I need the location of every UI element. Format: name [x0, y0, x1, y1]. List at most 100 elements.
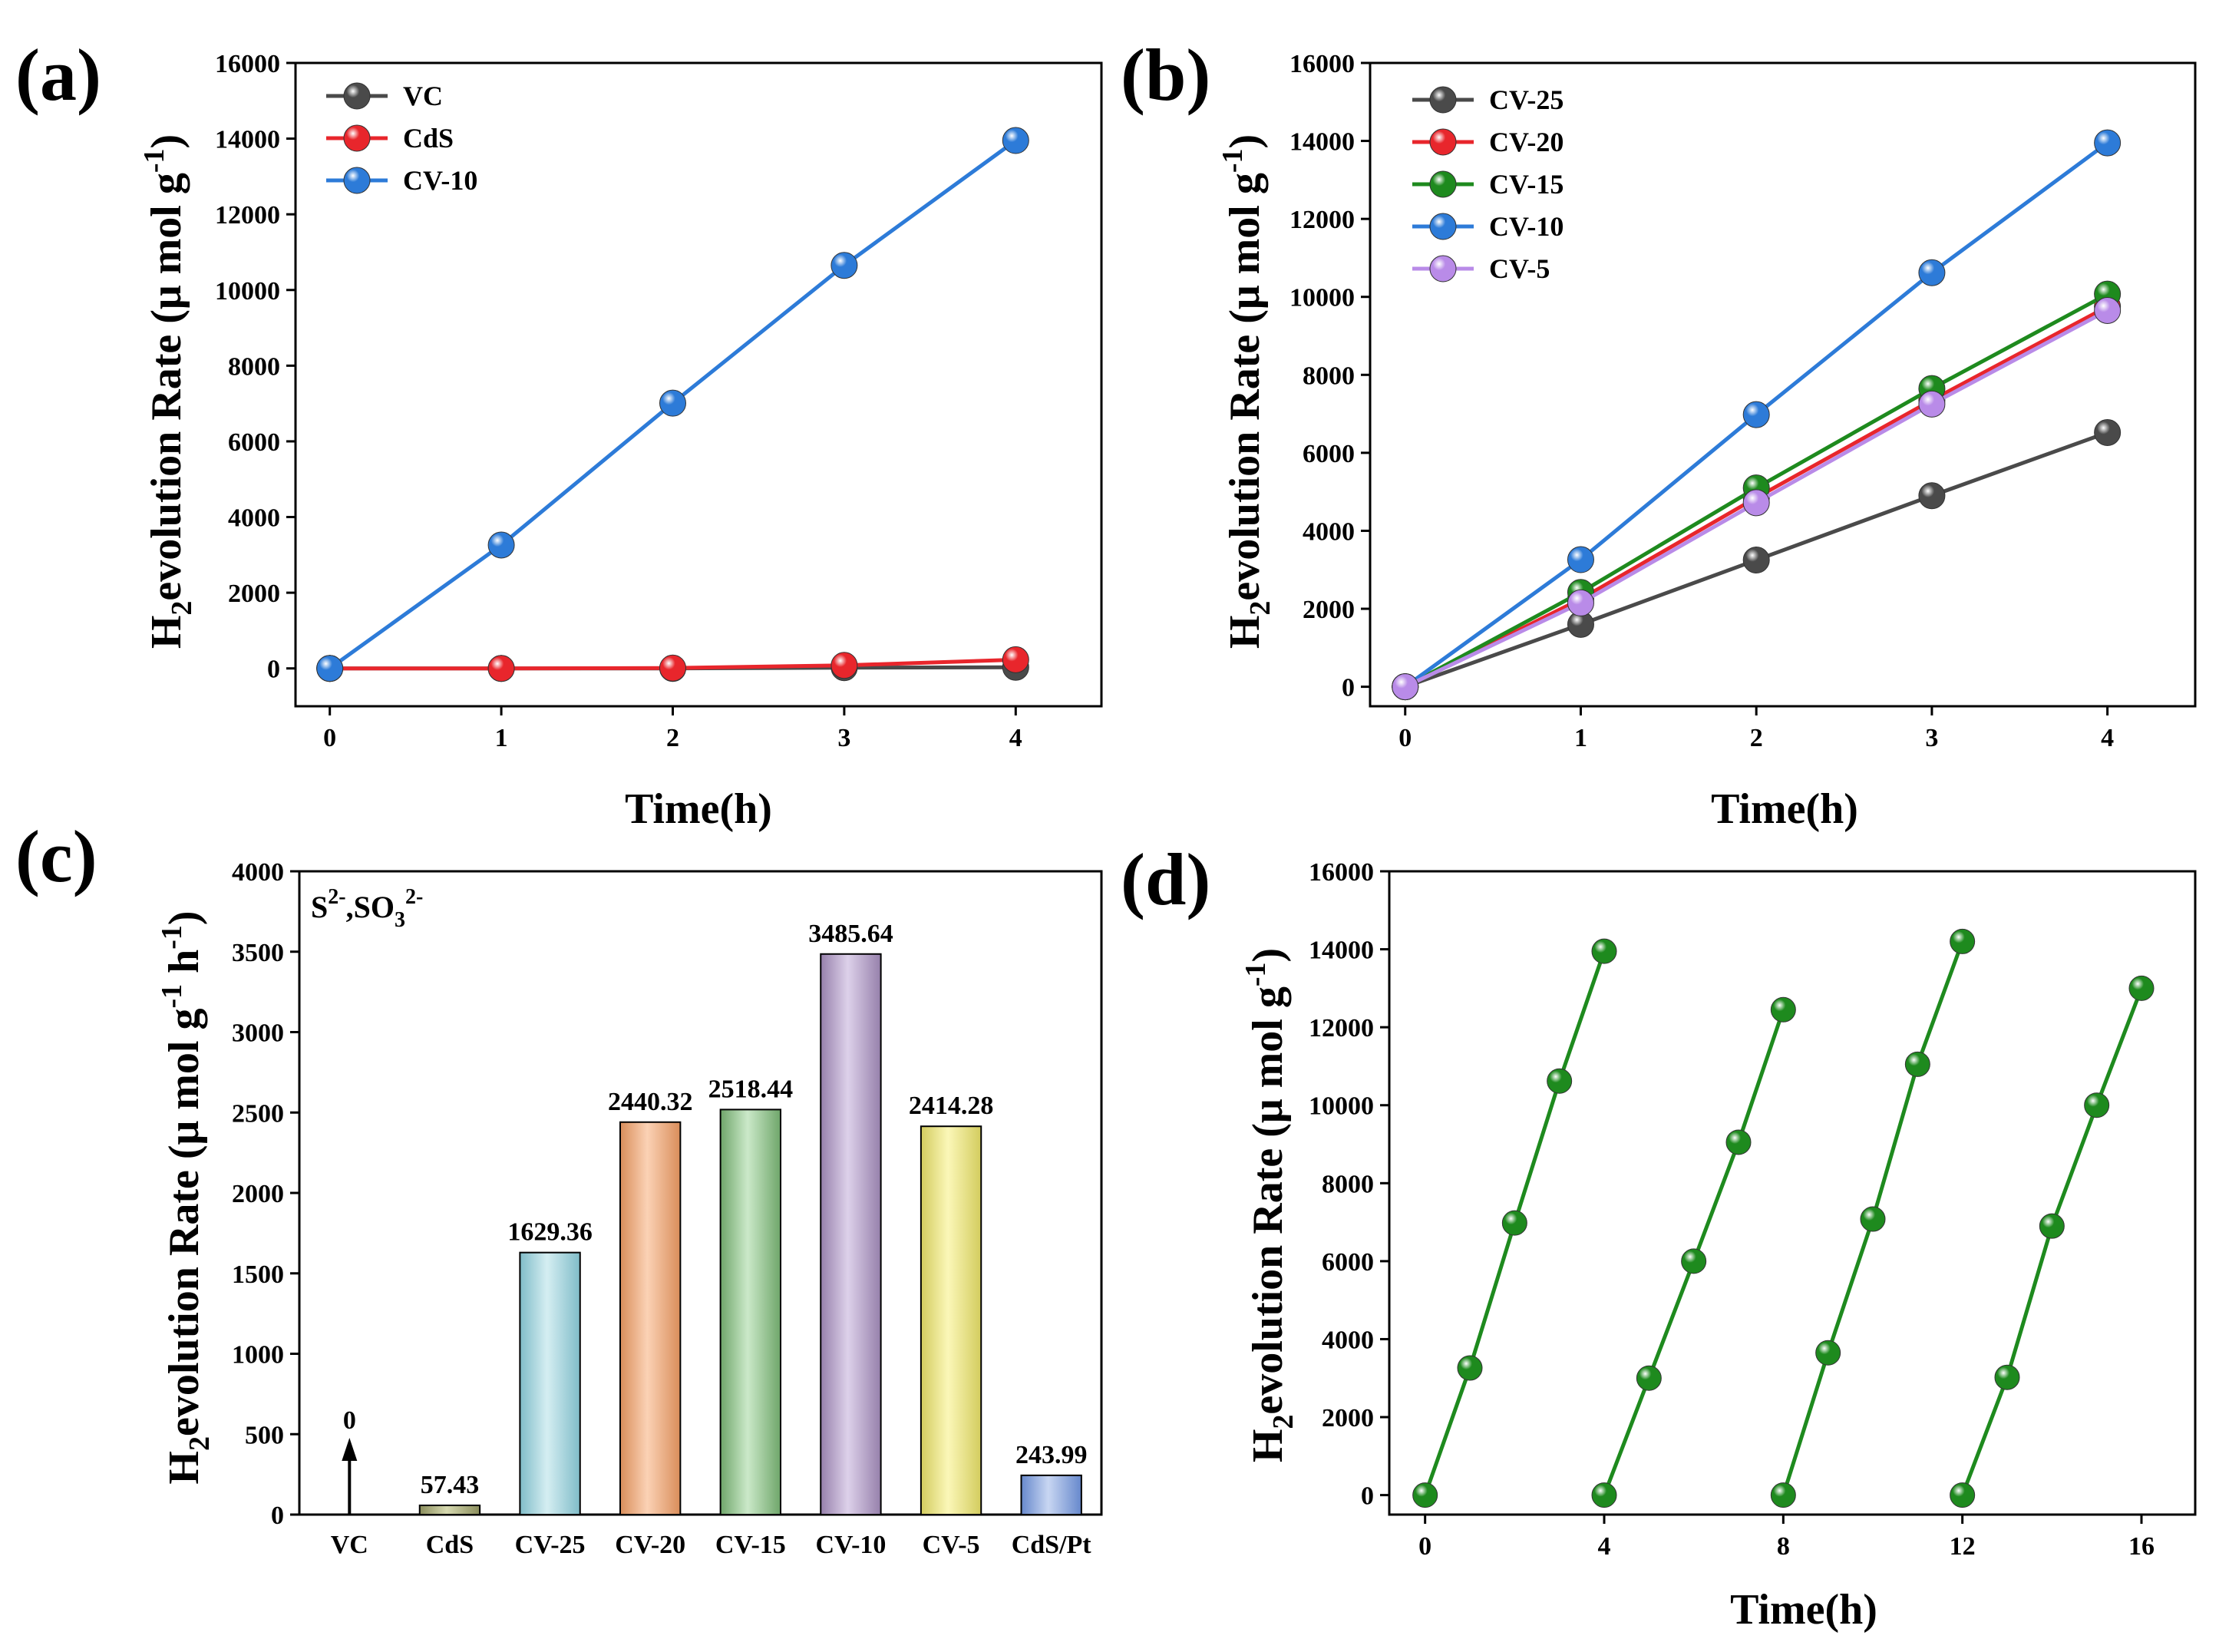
- panel-c-annot-sub: 3: [395, 908, 405, 932]
- panel-c-annot-sup: 2-: [328, 885, 345, 909]
- panel-d-xtick-label: 12: [1950, 1532, 1976, 1561]
- panel-d-ytick-label: 0: [1361, 1482, 1374, 1511]
- panel-c-category-label: CdS: [426, 1531, 474, 1559]
- panel-a-ylabel-close: ): [143, 134, 190, 149]
- panel-a-legend-marker: [343, 82, 371, 110]
- panel-a-CV-10-point: [830, 252, 858, 279]
- panel-a-legend-label: CV-10: [403, 165, 477, 196]
- panel-b-legend-label: CV-25: [1489, 84, 1564, 115]
- panel-a-ytick-label: 0: [267, 656, 280, 684]
- panel-c-ylabel-main: evolution Rate (μ mol g: [160, 1009, 208, 1436]
- panel-b-legend-label: CV-10: [1489, 211, 1564, 242]
- panel-c-plot: 0 500 1000 1500 2000 2500 3000 3500 4000 0 VC 57.43…: [232, 858, 1103, 1559]
- panel-b-CV-5-point: [1918, 390, 1946, 418]
- panel-b-ytick-label: 8000: [1303, 362, 1355, 390]
- panel-a-ylabel-sup: -1: [138, 148, 170, 173]
- panel-c-data-label: 0: [343, 1406, 356, 1435]
- panel-d-cycle-2-point: [1725, 1129, 1752, 1155]
- panel-d-cycle-3-point: [1770, 1482, 1796, 1508]
- panel-d-cycle-3-point: [1950, 928, 1976, 954]
- panel-b-ylabel-main: evolution Rate (μ mol g: [1221, 173, 1269, 600]
- panel-c-category-label: CV-10: [815, 1531, 886, 1559]
- panel-b-xtick-label: 4: [2101, 724, 2114, 752]
- panel-d-ytick-label: 6000: [1322, 1248, 1374, 1277]
- panel-d-ylabel: H2evolution Rate (μ mol g-1): [1240, 948, 1299, 1462]
- panel-c-ytick-label: 1500: [232, 1260, 284, 1289]
- panel-c-category-label: CV-15: [715, 1531, 786, 1559]
- panel-a-xlabel: Time(h): [625, 785, 772, 833]
- panel-d-ylabel-main: evolution Rate (μ mol g: [1244, 986, 1292, 1414]
- panel-b-ytick-label: 6000: [1303, 440, 1355, 468]
- panel-a-ylabel-h: H: [143, 616, 190, 649]
- panel-c-ytick-label: 4000: [232, 858, 284, 887]
- panel-b-legend-marker: [1429, 128, 1457, 156]
- panel-d-frame: [1388, 870, 2197, 1516]
- panel-d-cycle-3-point: [1904, 1051, 1930, 1077]
- panel-d-cycle-4-line: [1960, 987, 2144, 1496]
- panel-c-annot-main: S: [311, 890, 328, 924]
- panel-d-cycle-4-point: [2084, 1092, 2110, 1118]
- panel-c-data-label: 2414.28: [909, 1092, 994, 1120]
- panel-d-ytick-label: 4000: [1322, 1326, 1374, 1354]
- panel-a-ylabel-sub: 2: [166, 601, 198, 616]
- panel-c-category-label: CdS/Pt: [1012, 1531, 1092, 1559]
- panel-b-legend-label: CV-5: [1489, 253, 1550, 284]
- panel-c-bar-CdS/Pt: [1020, 1474, 1082, 1516]
- panel-d-cycle-2-point: [1681, 1248, 1707, 1274]
- panel-c-ylabel-h: H: [160, 1451, 208, 1485]
- panel-c-ylabel-mid: h: [160, 950, 208, 984]
- panel-b: (b) 0 2000 4000 6000 8000 10000 12000 14000 1600…: [1121, 34, 2197, 833]
- panel-b-CV-10-point: [1567, 546, 1594, 573]
- panel-a-ytick-label: 10000: [215, 277, 280, 306]
- panel-d-cycle-4-point: [1950, 1482, 1976, 1508]
- panel-b-CV-5-point: [2094, 297, 2122, 325]
- panel-b-CV-25-point: [1918, 482, 1946, 510]
- panel-a-CV-10-point: [487, 531, 515, 559]
- panel-b-legend-marker: [1429, 255, 1457, 282]
- panel-d: (d) 020004000600080001000012000140001600…: [1121, 838, 2197, 1634]
- panel-d-xtick-label: 0: [1418, 1532, 1431, 1561]
- panel-c: (c) 0 500 1000 1500 2000 2500 3000 3500 4000 0 VC 5…: [15, 815, 1103, 1559]
- panel-a-xtick-label: 3: [837, 724, 850, 752]
- panel-b-ylabel-sub: 2: [1244, 601, 1276, 616]
- panel-c-bar-CdS: [418, 1504, 481, 1515]
- panel-a-ytick-label: 16000: [215, 50, 280, 78]
- panel-a-ytick-label: 8000: [228, 352, 280, 381]
- panel-c-category-label: CV-25: [515, 1531, 586, 1559]
- panel-a-ylabel-main: evolution Rate (μ mol g: [143, 173, 190, 600]
- panel-a-CV-10-point: [316, 655, 344, 682]
- panel-a-ylabel: H2evolution Rate (μ mol g-1): [138, 134, 198, 649]
- panel-d-ylabel-sup: -1: [1240, 962, 1272, 986]
- panel-b-ytick-label: 10000: [1289, 284, 1355, 312]
- panel-d-cycle-2-point: [1636, 1365, 1662, 1391]
- panel-a-ytick-label: 4000: [228, 504, 280, 533]
- panel-c-bar-CV-5: [920, 1125, 982, 1516]
- panel-c-annot-sup2: 2-: [405, 885, 423, 909]
- panel-a-CdS-point: [1002, 646, 1029, 673]
- panel-a-ytick-label: 12000: [215, 201, 280, 230]
- panel-b-xtick-label: 3: [1925, 724, 1938, 752]
- panel-a-legend-marker: [343, 124, 371, 152]
- panel-b-ylabel: H2evolution Rate (μ mol g-1): [1217, 134, 1276, 649]
- panel-c-category-label: CV-20: [615, 1531, 685, 1559]
- panel-b-label: (b): [1121, 34, 1210, 116]
- panel-c-annotation: S2-,SO32-: [311, 885, 423, 932]
- panel-a-CV-10-point: [1002, 127, 1029, 154]
- panel-a-ytick-label: 2000: [228, 580, 280, 608]
- panel-c-data-label: 3485.64: [808, 920, 893, 948]
- panel-c-bar-CV-15: [719, 1108, 781, 1515]
- panel-b-frame: [1369, 61, 2197, 708]
- panel-d-xlabel: Time(h): [1730, 1586, 1877, 1634]
- panel-a-CdS-point: [487, 655, 515, 682]
- panel-c-bar-CV-25: [519, 1251, 581, 1515]
- panel-b-ylabel-h: H: [1221, 616, 1269, 649]
- panel-d-cycle-4-point: [1994, 1364, 2020, 1390]
- panel-d-ylabel-close: ): [1244, 948, 1292, 963]
- panel-b-xtick-label: 1: [1574, 724, 1587, 752]
- panel-c-ylabel-close: ): [160, 910, 208, 925]
- panel-d-cycle-1-point: [1501, 1210, 1527, 1236]
- panel-a-legend-label: CdS: [403, 123, 454, 154]
- panel-b-ylabel-close: ): [1221, 134, 1269, 149]
- panel-d-ytick-label: 14000: [1309, 937, 1374, 965]
